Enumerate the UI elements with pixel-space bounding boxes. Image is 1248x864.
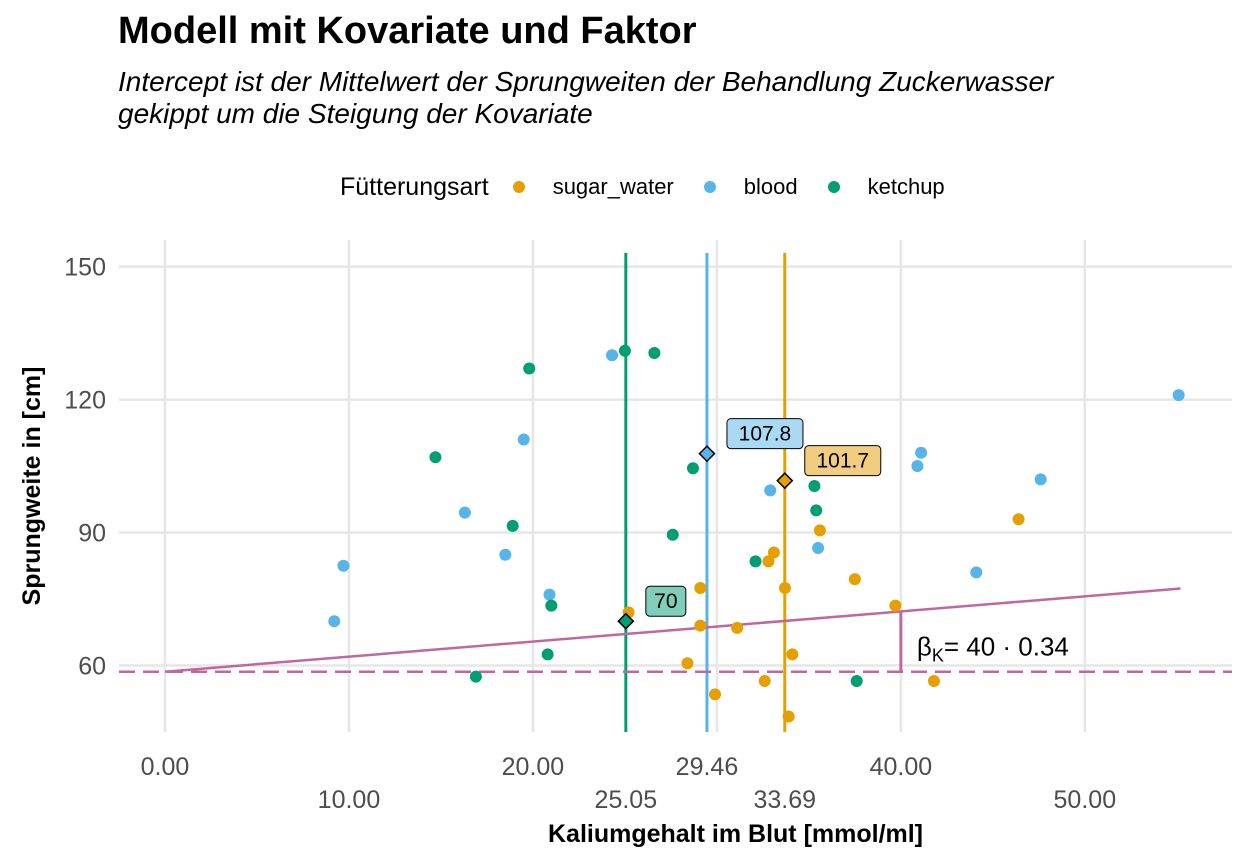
- point-sugar-water: [694, 581, 707, 594]
- point-ketchup: [506, 519, 519, 532]
- point-blood: [458, 506, 471, 519]
- y-tick-label: 120: [64, 387, 106, 415]
- x-tick-label: 33.69: [753, 786, 816, 814]
- group-mean-diamond: [617, 612, 635, 630]
- group-means: 101.7 107.8 70: [617, 418, 882, 630]
- group-mean-label-box: [645, 585, 687, 617]
- point-sugar-water: [778, 581, 791, 594]
- point-ketchup: [541, 648, 554, 661]
- x-tick-label: 29.46: [676, 753, 739, 781]
- point-blood: [1034, 473, 1047, 486]
- point-blood: [337, 559, 350, 572]
- chart-title: Modell mit Kovariate und Faktor: [118, 10, 697, 52]
- data-points: [328, 344, 1185, 723]
- point-sugar-water: [709, 688, 722, 701]
- slope-annotation: βK= 40 · 0.34: [917, 632, 1069, 666]
- legend-title: Fütterungsart: [340, 172, 489, 201]
- point-blood: [970, 566, 983, 579]
- point-blood: [499, 548, 512, 561]
- point-ketchup: [648, 347, 661, 360]
- x-axis-label: Kaliumgehalt im Blut [mmol/ml]: [548, 820, 923, 848]
- point-ketchup: [523, 362, 536, 375]
- x-tick-label: 10.00: [318, 786, 381, 814]
- point-blood: [764, 484, 777, 497]
- point-ketchup: [810, 504, 823, 517]
- point-blood: [328, 615, 341, 628]
- point-sugar-water: [758, 675, 771, 688]
- point-ketchup: [429, 451, 442, 464]
- axis-ticks: 60 90 120 150 0.00 10.00 20.00 25.05 29.46 33.69 4…: [64, 254, 1116, 814]
- point-blood: [606, 349, 619, 362]
- point-sugar-water: [681, 657, 694, 670]
- group-mean-diamond: [698, 445, 716, 463]
- point-sugar-water: [813, 524, 826, 537]
- x-tick-label: 20.00: [502, 753, 565, 781]
- point-sugar-water: [1012, 513, 1025, 526]
- y-tick-label: 60: [78, 653, 106, 681]
- point-sugar-water: [762, 555, 775, 568]
- point-sugar-water: [889, 599, 902, 612]
- point-sugar-water: [848, 573, 861, 586]
- legend-key-sugar-water: [512, 181, 525, 193]
- point-ketchup: [808, 480, 821, 492]
- point-ketchup: [618, 344, 631, 357]
- legend-item-blood: blood: [703, 174, 798, 200]
- point-blood: [911, 460, 924, 473]
- group-mean-label-box: [726, 418, 804, 450]
- legend-item-sugar-water: sugar_water: [512, 174, 674, 200]
- legend-label-blood: blood: [743, 174, 798, 199]
- point-blood: [543, 588, 556, 601]
- group-mean-label: 70: [654, 590, 677, 613]
- group-mean-diamond: [776, 472, 794, 490]
- legend-label-ketchup: ketchup: [867, 174, 945, 199]
- point-blood: [915, 446, 928, 459]
- x-tick-label: 0.00: [141, 753, 190, 781]
- group-mean-label: 107.8: [739, 423, 792, 446]
- regression-line: [164, 587, 1181, 673]
- legend-key-blood: [703, 181, 716, 193]
- point-ketchup: [686, 462, 699, 475]
- legend-key-ketchup: [827, 181, 840, 193]
- chart-subtitle: Intercept ist der Mittelwert der Sprungw…: [118, 66, 1238, 130]
- point-sugar-water: [786, 648, 799, 661]
- legend: Fütterungsart sugar_water blood ketchup: [340, 170, 975, 204]
- x-tick-label: 25.05: [595, 786, 658, 814]
- point-sugar-water: [767, 546, 780, 559]
- y-tick-label: 90: [78, 520, 106, 548]
- point-sugar-water: [731, 621, 744, 634]
- point-blood: [1172, 389, 1185, 402]
- point-ketchup: [749, 555, 762, 568]
- point-ketchup: [469, 670, 482, 683]
- point-ketchup: [545, 599, 558, 612]
- subtitle-line-2: gekippt um die Steigung der Kovariate: [118, 98, 593, 129]
- group-mean-label: 101.7: [816, 450, 869, 473]
- group-mean-label-box: [804, 445, 882, 477]
- point-sugar-water: [927, 675, 940, 688]
- point-ketchup: [850, 675, 863, 688]
- point-sugar-water: [694, 619, 707, 632]
- point-blood: [517, 433, 530, 446]
- y-axis-label: Sprungweite in [cm]: [18, 367, 46, 606]
- legend-label-sugar-water: sugar_water: [552, 174, 674, 199]
- x-tick-label: 40.00: [870, 753, 933, 781]
- point-ketchup: [666, 528, 679, 541]
- x-tick-label: 50.00: [1054, 786, 1117, 814]
- model-lines: βK= 40 · 0.34: [119, 253, 1232, 732]
- legend-item-ketchup: ketchup: [827, 174, 945, 200]
- point-sugar-water: [782, 710, 795, 723]
- y-tick-label: 150: [64, 254, 106, 282]
- point-blood: [812, 542, 825, 555]
- subtitle-line-1: Intercept ist der Mittelwert der Sprungw…: [118, 66, 1054, 97]
